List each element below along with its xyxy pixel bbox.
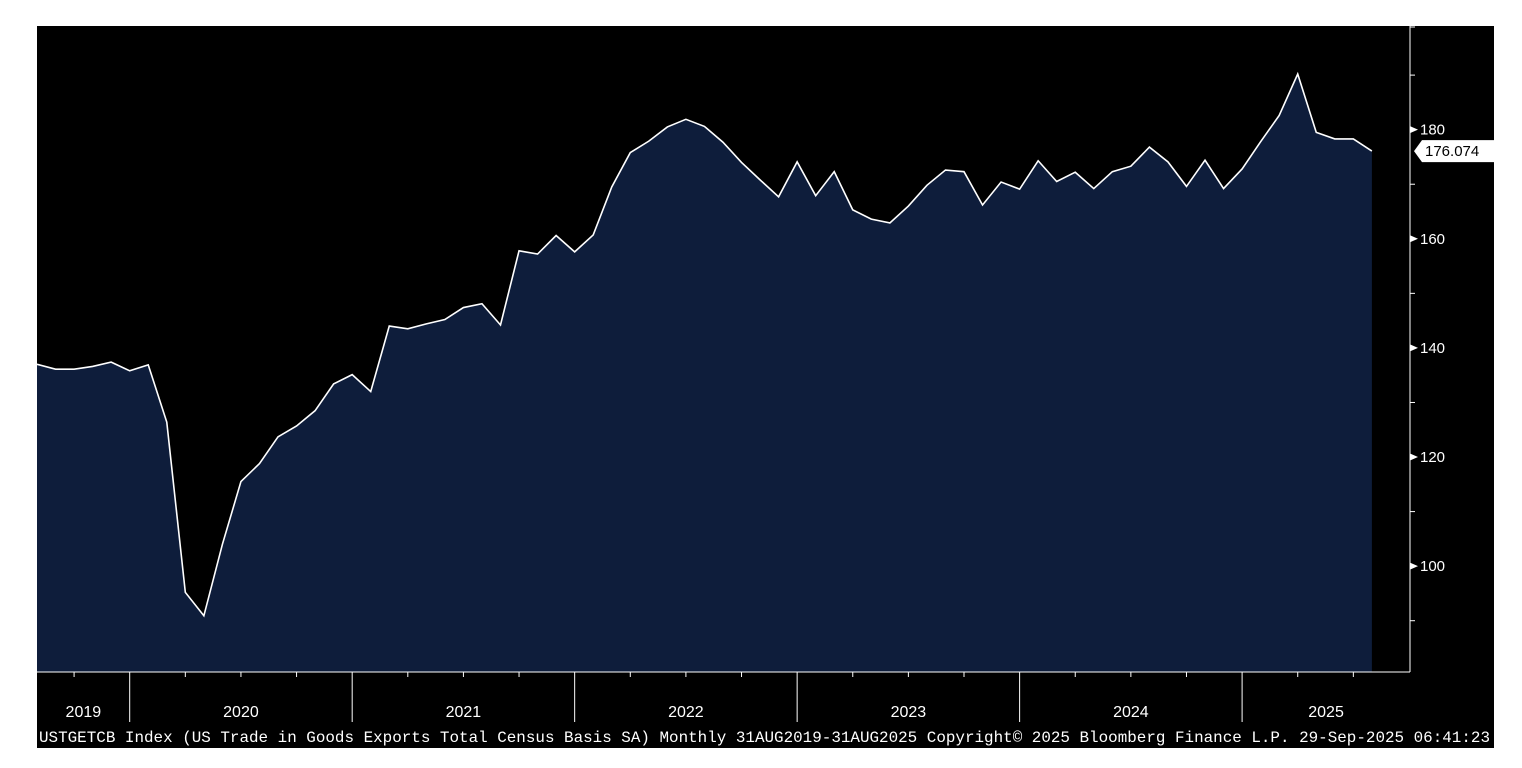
x-axis-ticks: 2019 2020 2021 2022 2023 2024 2025	[66, 672, 1354, 722]
y-tick-mark	[1410, 235, 1418, 243]
last-value-badge-shape	[1414, 140, 1494, 163]
x-tick-label: 2025	[1308, 704, 1344, 721]
x-tick-label: 2024	[1113, 704, 1149, 721]
series-line	[37, 71, 1373, 618]
y-tick-label: 140	[1420, 340, 1445, 357]
y-tick-label: 180	[1420, 122, 1445, 139]
y-tick-label: 160	[1420, 231, 1445, 248]
last-value-label: 176.074	[1425, 143, 1479, 160]
last-value-badge: 176.074	[1414, 140, 1494, 163]
y-tick-mark	[1410, 126, 1418, 134]
y-tick-mark	[1410, 344, 1418, 352]
x-tick-label: 2021	[446, 704, 482, 721]
x-tick-label: 2020	[223, 704, 259, 721]
y-tick-mark	[1410, 453, 1418, 461]
y-tick-label: 120	[1420, 449, 1445, 466]
y-tick-label: 100	[1420, 558, 1445, 575]
y-tick-mark	[1410, 562, 1418, 570]
y-axis-ticks: 100 120 140 160 180	[1410, 26, 1445, 622]
x-tick-label: 2022	[668, 704, 704, 721]
area-chart: 100 120 140 160 180 2019 2020 2021 2022 2023 2024…	[37, 26, 1494, 747]
chart-container: 100 120 140 160 180 2019 2020 2021 2022 2023 2024…	[37, 26, 1494, 748]
chart-footer: USTGETCB Index (US Trade in Goods Export…	[39, 729, 1490, 747]
x-tick-label: 2023	[891, 704, 927, 721]
x-tick-label: 2019	[66, 704, 102, 721]
series-area	[37, 74, 1372, 672]
